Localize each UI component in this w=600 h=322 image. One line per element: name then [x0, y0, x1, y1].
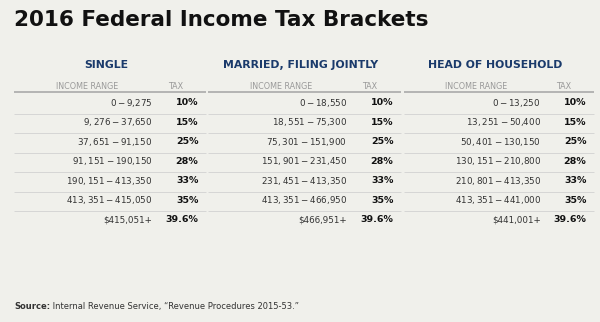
- Text: HEAD OF HOUSEHOLD: HEAD OF HOUSEHOLD: [428, 60, 562, 70]
- Text: 39.6%: 39.6%: [554, 215, 586, 224]
- Text: 39.6%: 39.6%: [166, 215, 199, 224]
- Text: 25%: 25%: [371, 137, 393, 146]
- Text: 28%: 28%: [563, 157, 586, 166]
- Text: 33%: 33%: [371, 176, 393, 185]
- Text: $190,151 - $413,350: $190,151 - $413,350: [66, 175, 152, 187]
- Text: 10%: 10%: [564, 98, 586, 107]
- Text: TAX: TAX: [556, 82, 571, 91]
- Text: $75,301 - $151,900: $75,301 - $151,900: [266, 136, 347, 148]
- Text: INCOME RANGE: INCOME RANGE: [445, 82, 508, 91]
- Text: INCOME RANGE: INCOME RANGE: [250, 82, 313, 91]
- Text: 39.6%: 39.6%: [361, 215, 393, 224]
- Text: 2016 Federal Income Tax Brackets: 2016 Federal Income Tax Brackets: [14, 10, 428, 30]
- Text: 25%: 25%: [564, 137, 586, 146]
- Text: MARRIED, FILING JOINTLY: MARRIED, FILING JOINTLY: [223, 60, 378, 70]
- Text: SINGLE: SINGLE: [84, 60, 128, 70]
- Text: $151,901 - $231,450: $151,901 - $231,450: [261, 155, 347, 167]
- Text: $0 -  $18,550: $0 - $18,550: [299, 97, 347, 109]
- Text: 15%: 15%: [176, 118, 199, 127]
- Text: TAX: TAX: [362, 82, 377, 91]
- Text: $413,351 - $415,050: $413,351 - $415,050: [66, 194, 152, 206]
- Text: $0 -  $13,250: $0 - $13,250: [493, 97, 541, 109]
- Text: $413,351 - $441,000: $413,351 - $441,000: [455, 194, 541, 206]
- Text: 28%: 28%: [176, 157, 199, 166]
- Text: 10%: 10%: [371, 98, 393, 107]
- Text: 15%: 15%: [564, 118, 586, 127]
- Text: INCOME RANGE: INCOME RANGE: [56, 82, 118, 91]
- Text: 25%: 25%: [176, 137, 199, 146]
- Text: 10%: 10%: [176, 98, 199, 107]
- Text: $415,051+: $415,051+: [103, 215, 152, 224]
- Text: $37,651 -  $91,150: $37,651 - $91,150: [77, 136, 152, 148]
- Text: $231,451 - $413,350: $231,451 - $413,350: [261, 175, 347, 187]
- Text: Source:: Source:: [14, 302, 50, 311]
- Text: 28%: 28%: [371, 157, 393, 166]
- Text: $466,951+: $466,951+: [298, 215, 347, 224]
- Text: $50,401 - $130,150: $50,401 - $130,150: [460, 136, 541, 148]
- Text: 15%: 15%: [371, 118, 393, 127]
- Text: $441,001+: $441,001+: [492, 215, 541, 224]
- Text: Internal Revenue Service, “Revenue Procedures 2015-53.”: Internal Revenue Service, “Revenue Proce…: [50, 302, 299, 311]
- Text: $9,276 -  $37,650: $9,276 - $37,650: [83, 116, 152, 128]
- Text: $130,151 - $210,800: $130,151 - $210,800: [455, 155, 541, 167]
- Text: $18,551 -  $75,300: $18,551 - $75,300: [272, 116, 347, 128]
- Text: TAX: TAX: [168, 82, 183, 91]
- Text: 35%: 35%: [371, 196, 393, 205]
- Text: $91,151 - $190,150: $91,151 - $190,150: [71, 155, 152, 167]
- Text: 35%: 35%: [176, 196, 199, 205]
- Text: 33%: 33%: [176, 176, 199, 185]
- Text: $0 -    $9,275: $0 - $9,275: [110, 97, 152, 109]
- Text: 33%: 33%: [564, 176, 586, 185]
- Text: $13,251 -  $50,400: $13,251 - $50,400: [466, 116, 541, 128]
- Text: $210,801 - $413,350: $210,801 - $413,350: [455, 175, 541, 187]
- Text: $413,351 - $466,950: $413,351 - $466,950: [261, 194, 347, 206]
- Text: 35%: 35%: [564, 196, 586, 205]
